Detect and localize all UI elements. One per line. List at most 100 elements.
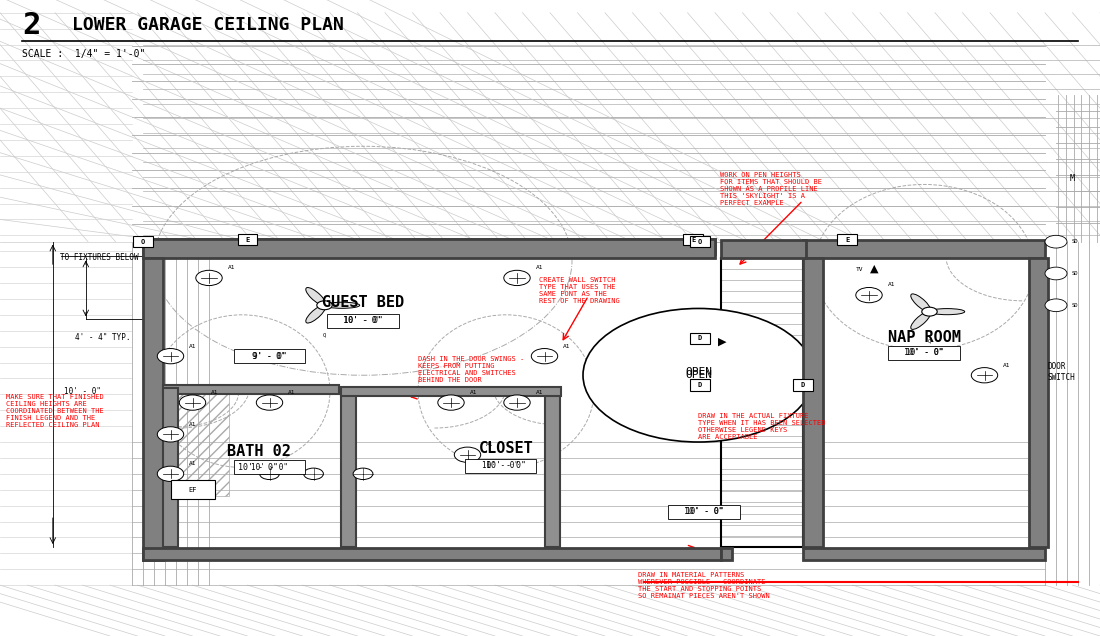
Bar [163, 394, 229, 496]
Text: 10' - 0": 10' - 0" [684, 508, 724, 516]
Text: TV: TV [856, 266, 864, 272]
Text: 10' - 0": 10' - 0" [64, 387, 101, 396]
Text: 10' - 0": 10' - 0" [344, 316, 382, 325]
Bar [143, 258, 163, 560]
Circle shape [1045, 299, 1067, 312]
Text: Q: Q [323, 332, 326, 337]
Circle shape [922, 307, 937, 316]
Text: OPEN: OPEN [685, 370, 712, 380]
Circle shape [583, 308, 814, 442]
Bar [170, 480, 214, 499]
Text: E: E [245, 237, 250, 243]
Text: Q: Q [928, 338, 931, 343]
Text: SD: SD [1071, 239, 1078, 244]
Text: O: O [697, 238, 702, 245]
Text: D: D [697, 335, 702, 342]
Text: 10' - 0": 10' - 0" [482, 461, 519, 470]
Text: LOWER GARAGE CEILING PLAN: LOWER GARAGE CEILING PLAN [72, 17, 343, 34]
Text: A1: A1 [563, 343, 571, 349]
Circle shape [304, 468, 323, 480]
Text: SCALE :  1/4" = 1'-0": SCALE : 1/4" = 1'-0" [22, 49, 145, 59]
Text: A1: A1 [888, 282, 895, 287]
Text: NAP ROOM: NAP ROOM [888, 329, 960, 345]
Text: DRAW IN THE ACTUAL FIXTURE
TYPE WHEN IT HAS BEEN SELECTED
OTHERWISE LEGEND KEYS
: DRAW IN THE ACTUAL FIXTURE TYPE WHEN IT … [698, 413, 826, 440]
FancyBboxPatch shape [233, 460, 305, 474]
Text: D: D [801, 382, 805, 388]
Text: M: M [1070, 174, 1075, 183]
FancyBboxPatch shape [464, 459, 537, 473]
Bar [163, 388, 178, 547]
Circle shape [504, 395, 530, 410]
Text: A1: A1 [211, 390, 219, 395]
Text: OPEN: OPEN [685, 367, 712, 377]
Text: 10' - 0": 10' - 0" [343, 316, 383, 325]
Bar [143, 548, 720, 560]
Bar [793, 379, 813, 391]
Bar [683, 234, 703, 245]
Bar [690, 333, 710, 344]
Bar [544, 394, 560, 547]
Circle shape [157, 466, 184, 481]
Text: A1: A1 [228, 265, 235, 270]
FancyBboxPatch shape [233, 349, 305, 363]
Circle shape [317, 301, 332, 310]
Bar [720, 548, 732, 560]
Circle shape [353, 468, 373, 480]
Text: 4' - 4" TYP.: 4' - 4" TYP. [75, 333, 130, 342]
Ellipse shape [324, 302, 360, 308]
Text: A1: A1 [470, 390, 477, 395]
Text: MAKE SURE THAT FINISHED
CEILING HEIGHTS ARE
COORDINATED BETWEEN THE
FINISH LEGEN: MAKE SURE THAT FINISHED CEILING HEIGHTS … [6, 394, 103, 428]
Ellipse shape [930, 308, 965, 315]
Ellipse shape [911, 294, 931, 312]
Circle shape [454, 447, 481, 462]
Text: 10' - 0": 10' - 0" [685, 508, 723, 516]
Circle shape [179, 395, 206, 410]
Text: 9' - 0": 9' - 0" [253, 352, 286, 361]
Ellipse shape [306, 287, 326, 305]
Bar [133, 236, 153, 247]
Bar [1028, 258, 1048, 547]
Text: 10' - 0": 10' - 0" [486, 461, 526, 470]
Text: ▶: ▶ [718, 336, 727, 347]
Bar [143, 238, 715, 258]
Text: A1: A1 [189, 461, 197, 466]
Text: SD: SD [1071, 303, 1078, 308]
Text: SD: SD [1071, 271, 1078, 276]
Text: CLOSET: CLOSET [478, 441, 534, 456]
Ellipse shape [306, 305, 326, 323]
Text: D: D [697, 382, 702, 388]
Bar [143, 238, 715, 254]
Text: GUEST BED: GUEST BED [322, 294, 404, 310]
Text: TO FIXTURES BELOW: TO FIXTURES BELOW [60, 253, 139, 262]
Circle shape [157, 427, 184, 442]
Circle shape [196, 270, 222, 286]
Text: 2: 2 [22, 11, 41, 40]
Bar [690, 236, 710, 247]
Text: A1: A1 [189, 422, 197, 427]
Text: 9' - 0": 9' - 0" [252, 352, 287, 361]
FancyBboxPatch shape [328, 314, 398, 328]
Bar [837, 234, 857, 245]
Bar [803, 240, 1045, 258]
Text: ▲: ▲ [870, 263, 879, 273]
Text: DASH IN THE DOOR SWINGS -
KEEPS FROM PUTTING
ELECTRICAL AND SWITCHES
BEHIND THE : DASH IN THE DOOR SWINGS - KEEPS FROM PUT… [418, 356, 525, 383]
Text: WORK ON PEN HEIGHTS
FOR ITEMS THAT SHOULD BE
SHOWN AS A PROFILE LINE
THIS 'SKYLI: WORK ON PEN HEIGHTS FOR ITEMS THAT SHOUL… [720, 172, 823, 205]
Bar [803, 548, 1045, 560]
Text: 10' - 0": 10' - 0" [904, 349, 944, 357]
Circle shape [260, 468, 279, 480]
Circle shape [256, 395, 283, 410]
Text: A1: A1 [536, 390, 543, 395]
Text: A1: A1 [486, 442, 494, 447]
Text: DRAW IN MATERIAL PATTERNS
WHEREVER POSSIBLE - COORDINATE
THE START AND STOPPING : DRAW IN MATERIAL PATTERNS WHEREVER POSSI… [638, 572, 770, 599]
Circle shape [531, 349, 558, 364]
Circle shape [1045, 235, 1067, 248]
Bar [163, 385, 339, 394]
FancyBboxPatch shape [889, 346, 959, 360]
Text: A1: A1 [536, 265, 543, 270]
Circle shape [157, 349, 184, 364]
Text: 10' - 0": 10' - 0" [239, 463, 278, 472]
Circle shape [504, 270, 530, 286]
Text: O: O [141, 238, 145, 245]
Circle shape [438, 395, 464, 410]
Bar [238, 234, 257, 245]
